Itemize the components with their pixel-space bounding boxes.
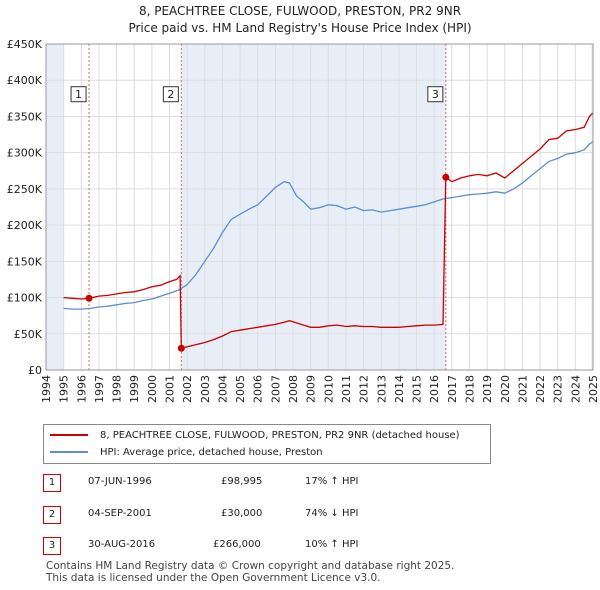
transaction-date: 04-SEP-2001 — [88, 508, 152, 519]
y-tick-label: £350K — [7, 110, 43, 123]
legend-item-property: 8, PEACHTREE CLOSE, FULWOOD, PRESTON, PR… — [50, 427, 460, 443]
transaction-hpi: 17% ↑ HPI — [305, 476, 359, 487]
y-tick-label: £450K — [7, 38, 43, 51]
y-tick-label: £150K — [7, 255, 43, 268]
x-tick-label: 2000 — [146, 375, 159, 403]
x-tick-label: 2018 — [463, 375, 476, 403]
y-tick-label: £400K — [7, 74, 43, 87]
x-tick-label: 2023 — [552, 375, 565, 403]
x-tick-label: 2022 — [534, 375, 547, 403]
x-tick-label: 2025 — [587, 375, 600, 403]
y-tick-label: £250K — [7, 183, 43, 196]
price-chart: 1 2 3 £0 £50K £100K £150K £200K £250K £300K £350K… — [7, 38, 600, 403]
x-tick-label: 2016 — [428, 375, 441, 403]
legend-blue-line — [50, 451, 88, 453]
y-tick-label: £100K — [7, 292, 43, 305]
transaction-date: 30-AUG-2016 — [88, 539, 156, 550]
transaction-number-box: 3 — [43, 537, 61, 555]
y-tick-label: £300K — [7, 147, 43, 160]
sale-point — [85, 294, 93, 302]
chart-title: 8, PEACHTREE CLOSE, FULWOOD, PRESTON, PR… — [0, 3, 600, 37]
y-tick-label: £200K — [7, 219, 43, 232]
y-tick-label: £0 — [28, 364, 42, 377]
x-tick-label: 2010 — [322, 375, 335, 403]
x-tick-label: 2024 — [569, 375, 582, 403]
title-line-2: Price paid vs. HM Land Registry's House … — [128, 21, 472, 35]
legend: 8, PEACHTREE CLOSE, FULWOOD, PRESTON, PR… — [43, 424, 491, 464]
x-tick-label: 2002 — [181, 375, 194, 403]
sale-number-label: 2 — [167, 88, 174, 101]
x-tick-label: 2017 — [446, 375, 459, 403]
hpi-line — [63, 141, 594, 310]
x-tick-label: 2014 — [393, 375, 406, 403]
x-tick-label: 1997 — [93, 375, 106, 403]
x-tick-label: 2021 — [516, 375, 529, 403]
x-tick-label: 2005 — [234, 375, 247, 403]
transaction-hpi: 74% ↓ HPI — [305, 508, 359, 519]
sale-point — [177, 344, 185, 352]
x-tick-label: 2007 — [269, 375, 282, 403]
x-tick-label: 2001 — [164, 375, 177, 403]
shaded-region — [591, 44, 593, 370]
property-price-line — [63, 112, 594, 350]
x-tick-label: 1998 — [111, 375, 124, 403]
footer: Contains HM Land Registry data © Crown c… — [46, 560, 454, 584]
sale-number-box — [70, 86, 87, 103]
shaded-region — [181, 44, 446, 370]
x-tick-label: 2011 — [340, 375, 353, 403]
title-line-1: 8, PEACHTREE CLOSE, FULWOOD, PRESTON, PR… — [138, 4, 462, 18]
sale-number-label: 1 — [75, 88, 82, 101]
transaction-date: 07-JUN-1996 — [88, 476, 152, 487]
x-tick-label: 2019 — [481, 375, 494, 403]
transaction-price: £98,995 — [221, 476, 263, 487]
x-tick-label: 1994 — [40, 375, 53, 403]
x-tick-label: 1995 — [58, 375, 71, 403]
transaction-hpi: 10% ↑ HPI — [305, 539, 359, 550]
sale-number-box — [427, 86, 444, 103]
legend-red-line — [50, 434, 88, 436]
x-tick-label: 2008 — [287, 375, 300, 403]
legend-property-label: 8, PEACHTREE CLOSE, FULWOOD, PRESTON, PR… — [100, 429, 460, 441]
x-tick-label: 2004 — [216, 375, 229, 403]
transaction-price: £30,000 — [221, 508, 263, 519]
x-tick-label: 2006 — [252, 375, 265, 403]
y-tick-label: £50K — [14, 328, 43, 341]
legend-item-hpi: HPI: Average price, detached house, Pres… — [50, 444, 323, 460]
legend-hpi-label: HPI: Average price, detached house, Pres… — [100, 446, 323, 458]
sale-number-label: 3 — [432, 88, 439, 101]
transaction-number-box: 1 — [43, 474, 61, 492]
x-tick-label: 2012 — [358, 375, 371, 403]
x-tick-label: 2015 — [411, 375, 424, 403]
x-tick-label: 2020 — [499, 375, 512, 403]
x-tick-label: 2009 — [305, 375, 318, 403]
shaded-region — [46, 44, 64, 370]
x-tick-label: 2003 — [199, 375, 212, 403]
transaction-number-box: 2 — [43, 506, 61, 524]
x-tick-label: 1996 — [75, 375, 88, 403]
footer-licence: This data is licensed under the Open Gov… — [46, 572, 381, 584]
plot-frame — [45, 43, 594, 371]
x-tick-label: 2013 — [375, 375, 388, 403]
transaction-price: £266,000 — [213, 539, 261, 550]
x-tick-label: 1999 — [128, 375, 141, 403]
footer-copyright: Contains HM Land Registry data © Crown c… — [46, 560, 455, 572]
sale-number-box — [162, 86, 179, 103]
sale-point — [442, 173, 450, 181]
